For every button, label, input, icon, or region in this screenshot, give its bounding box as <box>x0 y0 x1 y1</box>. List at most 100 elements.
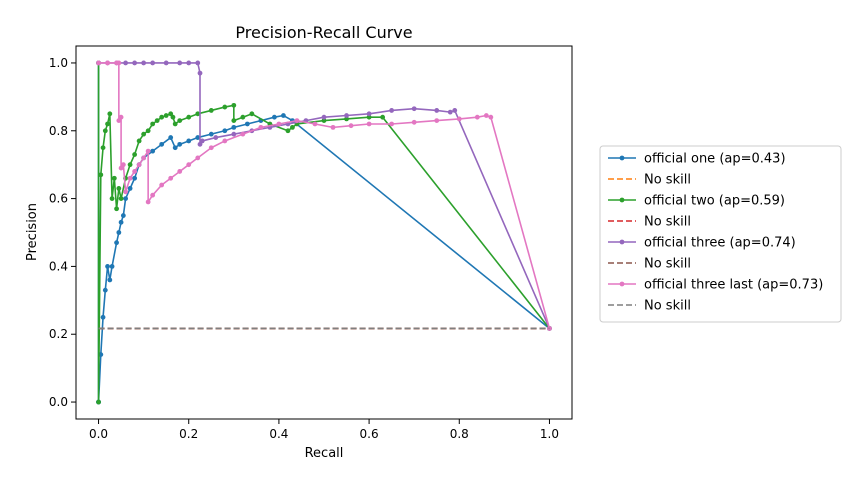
data-point <box>127 186 133 191</box>
series-6 <box>96 60 552 331</box>
data-point <box>159 114 165 120</box>
series-2 <box>96 60 552 405</box>
data-point <box>222 104 228 110</box>
series-4 <box>96 60 552 331</box>
legend-label: official one (ap=0.43) <box>644 152 786 167</box>
data-point <box>172 145 178 151</box>
data-point <box>116 60 122 66</box>
data-point <box>411 119 417 125</box>
x-tick-label: 0.8 <box>450 427 469 441</box>
data-point <box>159 182 165 188</box>
data-point <box>177 118 183 123</box>
data-point <box>118 219 124 225</box>
data-point <box>96 60 101 66</box>
plot-frame <box>75 45 573 420</box>
data-point <box>127 175 133 181</box>
y-axis-label: Precision <box>25 203 40 261</box>
data-point <box>136 162 142 168</box>
data-point <box>102 128 108 134</box>
data-point <box>330 124 336 130</box>
data-point <box>186 162 192 168</box>
data-point <box>105 60 110 66</box>
data-point <box>294 118 300 123</box>
data-point <box>321 118 327 123</box>
data-point <box>141 60 147 66</box>
data-point <box>348 123 354 129</box>
legend-marker <box>619 197 625 203</box>
data-point <box>197 141 203 147</box>
data-point <box>366 121 372 127</box>
legend-marker <box>619 155 625 161</box>
data-point <box>118 196 124 201</box>
chart-title: Precision-Recall Curve <box>235 23 412 42</box>
data-point <box>163 60 169 66</box>
legend-marker <box>619 281 625 287</box>
data-point <box>208 131 214 137</box>
data-point <box>120 162 126 168</box>
data-point <box>321 114 327 120</box>
data-point <box>170 114 176 120</box>
series-layer <box>96 60 552 405</box>
legend-item: official one (ap=0.43) <box>608 152 786 167</box>
data-point <box>145 128 151 134</box>
data-point <box>208 108 214 113</box>
data-point <box>195 135 201 140</box>
data-point <box>186 60 192 66</box>
data-point <box>177 169 183 174</box>
data-point <box>107 277 113 283</box>
data-point <box>150 148 156 154</box>
data-point <box>132 60 138 66</box>
y-tick-label: 0.0 <box>49 395 68 409</box>
data-point <box>109 264 115 269</box>
data-point <box>488 114 494 120</box>
series-line <box>98 62 551 329</box>
data-point <box>366 111 372 117</box>
data-point <box>483 113 489 118</box>
data-point <box>172 121 178 127</box>
data-point <box>434 118 440 123</box>
legend-label: No skill <box>644 257 691 272</box>
data-point <box>123 196 128 201</box>
data-point <box>163 113 169 118</box>
legend: official one (ap=0.43) No skill official t… <box>599 145 842 323</box>
data-point <box>240 114 246 120</box>
data-point <box>434 108 440 113</box>
x-tick-label: 0.0 <box>89 427 108 441</box>
data-point <box>474 114 480 120</box>
data-point <box>98 172 104 178</box>
x-tick-label: 1.0 <box>540 427 559 441</box>
data-point <box>102 287 108 293</box>
data-point <box>168 175 174 181</box>
y-tick-label: 0.4 <box>49 259 68 273</box>
data-point <box>107 111 113 117</box>
data-point <box>197 70 203 76</box>
y-tick-label: 1.0 <box>49 56 68 70</box>
data-point <box>141 155 147 161</box>
data-point <box>105 264 110 269</box>
data-point <box>366 114 372 120</box>
legend-item: official three last (ap=0.73) <box>608 278 823 293</box>
y-tick-label: 0.6 <box>49 192 68 206</box>
legend-label: official two (ap=0.59) <box>644 194 785 209</box>
data-point <box>389 121 395 127</box>
legend-item: official two (ap=0.59) <box>608 194 785 209</box>
data-point <box>186 114 192 120</box>
legend-marker <box>619 239 625 245</box>
data-point <box>344 113 349 118</box>
data-point <box>136 138 142 144</box>
data-point <box>141 131 147 137</box>
data-point <box>249 111 255 117</box>
data-point <box>145 148 151 154</box>
legend-label: official three (ap=0.74) <box>644 236 796 251</box>
data-point <box>120 213 126 218</box>
data-point <box>195 155 201 161</box>
x-tick-label: 0.4 <box>269 427 288 441</box>
data-point <box>114 206 119 212</box>
data-point <box>272 114 277 120</box>
data-point <box>150 60 156 66</box>
data-point <box>116 230 122 235</box>
data-point <box>114 240 119 246</box>
data-point <box>231 118 237 123</box>
y-axis-ticks: 0.0 0.2 0.4 0.6 0.8 1.0 <box>49 56 76 409</box>
